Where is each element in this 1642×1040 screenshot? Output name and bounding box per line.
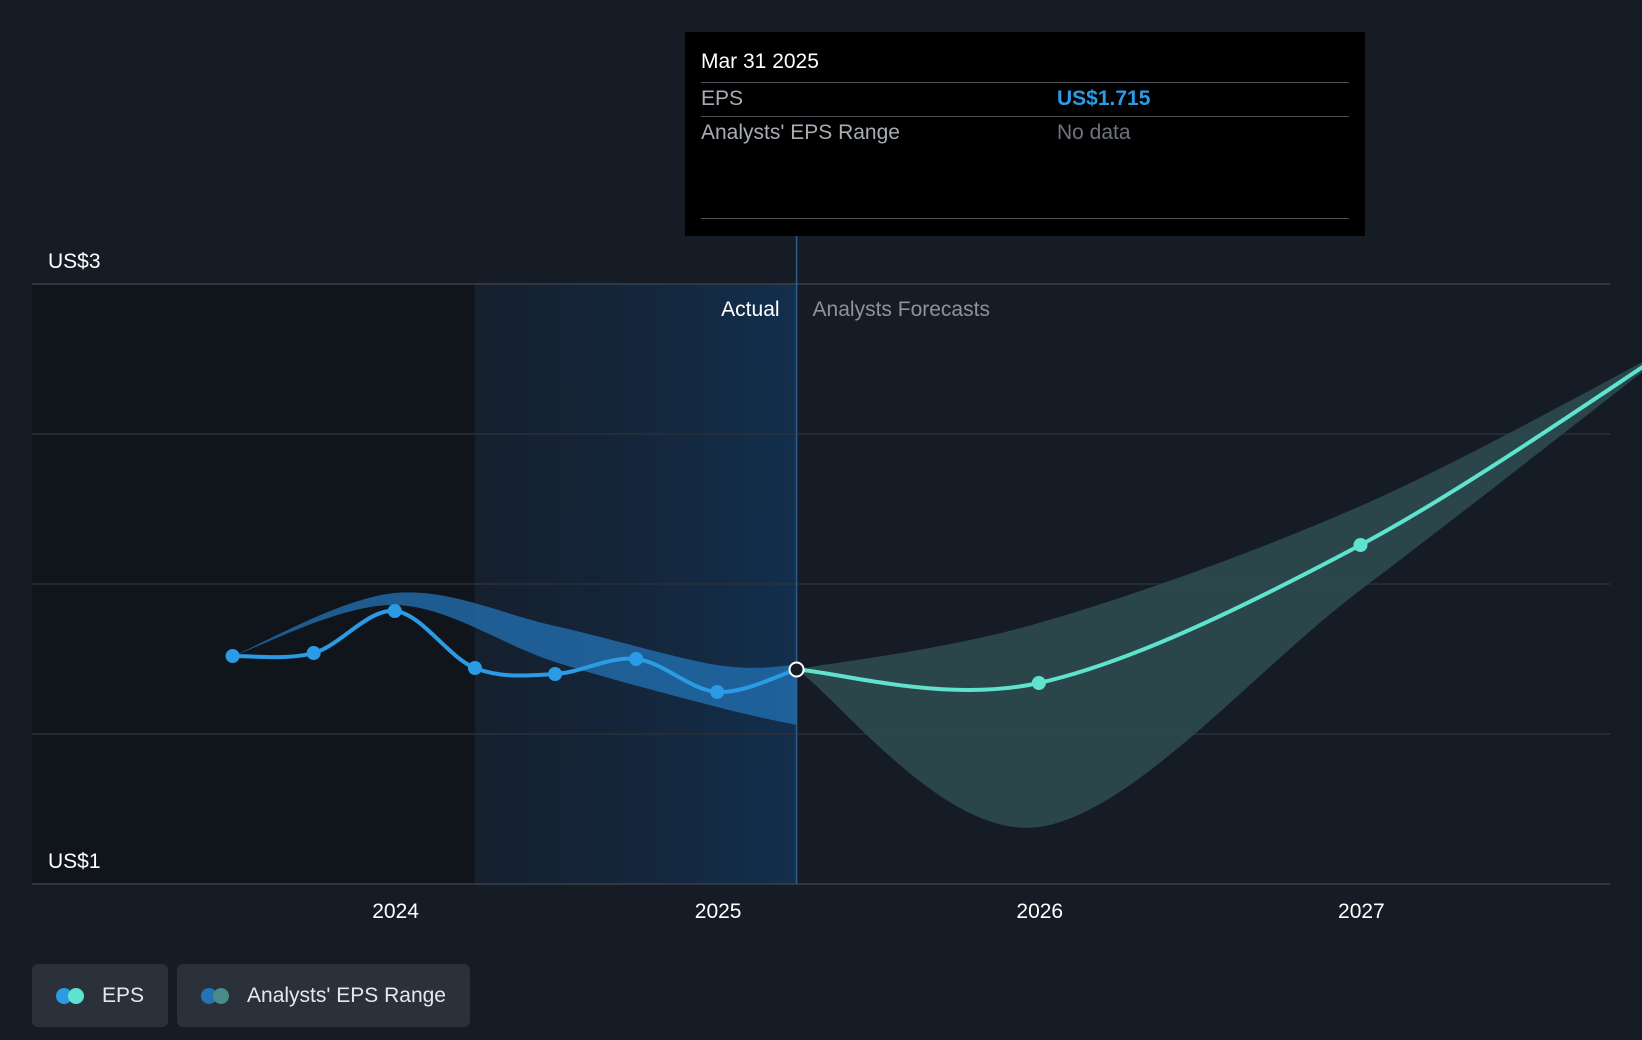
tooltip-eps-label: EPS	[701, 87, 744, 110]
eps-range-actual-band	[232, 592, 797, 725]
tooltip-divider	[701, 82, 1349, 83]
eps-actual-point	[225, 649, 240, 663]
eps-actual-point	[387, 604, 402, 618]
tooltip-divider	[701, 218, 1349, 219]
x-tick-label: 2024	[372, 900, 419, 923]
eps-actual-point	[629, 652, 644, 666]
eps-actual-point	[710, 685, 725, 699]
x-tick-label: 2027	[1338, 900, 1385, 923]
tooltip-divider	[701, 116, 1349, 117]
eps-actual-line	[232, 608, 798, 695]
tooltip-range-label: Analysts' EPS Range	[701, 121, 900, 144]
eps-forecast-point	[1353, 538, 1368, 552]
tooltip-eps-value: US$1.715	[1057, 87, 1151, 110]
eps-actual-point	[306, 646, 321, 660]
legend-item-eps-range[interactable]: Analysts' EPS Range	[177, 964, 470, 1027]
eps-forecast-line	[796, 364, 1642, 692]
eps-range-forecast-band	[796, 362, 1642, 828]
actual-label: Actual	[721, 298, 779, 321]
eps-points	[225, 538, 1368, 699]
legend-item-eps[interactable]: EPS	[32, 964, 169, 1027]
forecast-label: Analysts Forecasts	[813, 298, 990, 321]
legend-eps-range-label: Analysts' EPS Range	[247, 983, 446, 1007]
y-tick-label: US$3	[48, 250, 101, 273]
eps-legend-icon	[56, 987, 86, 1004]
legend-eps-label: EPS	[102, 983, 145, 1007]
eps-actual-point	[467, 661, 482, 675]
eps-range-legend-icon	[201, 987, 231, 1004]
eps-highlight-point[interactable]	[788, 661, 805, 678]
x-tick-label: 2026	[1016, 900, 1063, 923]
eps-actual-point	[548, 667, 563, 681]
hover-tooltip: Mar 31 2025 EPS US$1.715 Analysts' EPS R…	[685, 32, 1365, 236]
x-tick-label: 2025	[695, 900, 742, 923]
tooltip-range-value: No data	[1057, 121, 1131, 144]
y-tick-label: US$1	[48, 850, 101, 873]
eps-forecast-point	[1031, 676, 1046, 690]
tooltip-date: Mar 31 2025	[701, 50, 819, 73]
legend: EPS Analysts' EPS Range	[32, 964, 470, 1027]
axis-labels: US$3 US$1 2024 2025 2026 2027	[48, 250, 1385, 923]
